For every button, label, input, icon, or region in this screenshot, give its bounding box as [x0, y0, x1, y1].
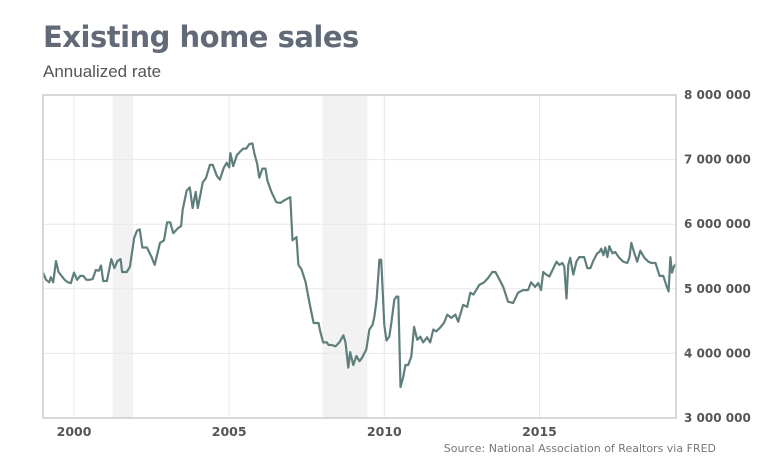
source-note: Source: National Association of Realtors…	[443, 442, 716, 455]
y-tick-label: 3 000 000	[684, 411, 751, 425]
plot-frame	[42, 94, 677, 419]
recession-band-1	[322, 95, 368, 418]
y-tick-label: 6 000 000	[684, 217, 751, 231]
x-tick-label: 2010	[367, 424, 402, 439]
x-tick-label: 2005	[212, 424, 247, 439]
x-tick-label: 2000	[57, 424, 92, 439]
grid	[43, 95, 676, 418]
plot-border	[42, 94, 677, 419]
recession-band-0	[112, 95, 133, 418]
y-tick-label: 8 000 000	[684, 88, 751, 102]
recession-shading	[112, 95, 368, 418]
y-tick-label: 4 000 000	[684, 346, 751, 360]
y-axis: 3 000 000 4 000 000 5 000 000 6 000 000 7 00…	[684, 88, 751, 425]
y-tick-label: 7 000 000	[684, 153, 751, 167]
y-tick-label: 5 000 000	[684, 282, 751, 296]
chart-subtitle: Annualized rate	[43, 62, 162, 81]
x-axis: 2000 2005 2010 2015	[57, 424, 557, 439]
x-tick-label: 2015	[522, 424, 557, 439]
chart-title: Existing home sales	[43, 20, 359, 54]
series-layer	[41, 142, 677, 389]
